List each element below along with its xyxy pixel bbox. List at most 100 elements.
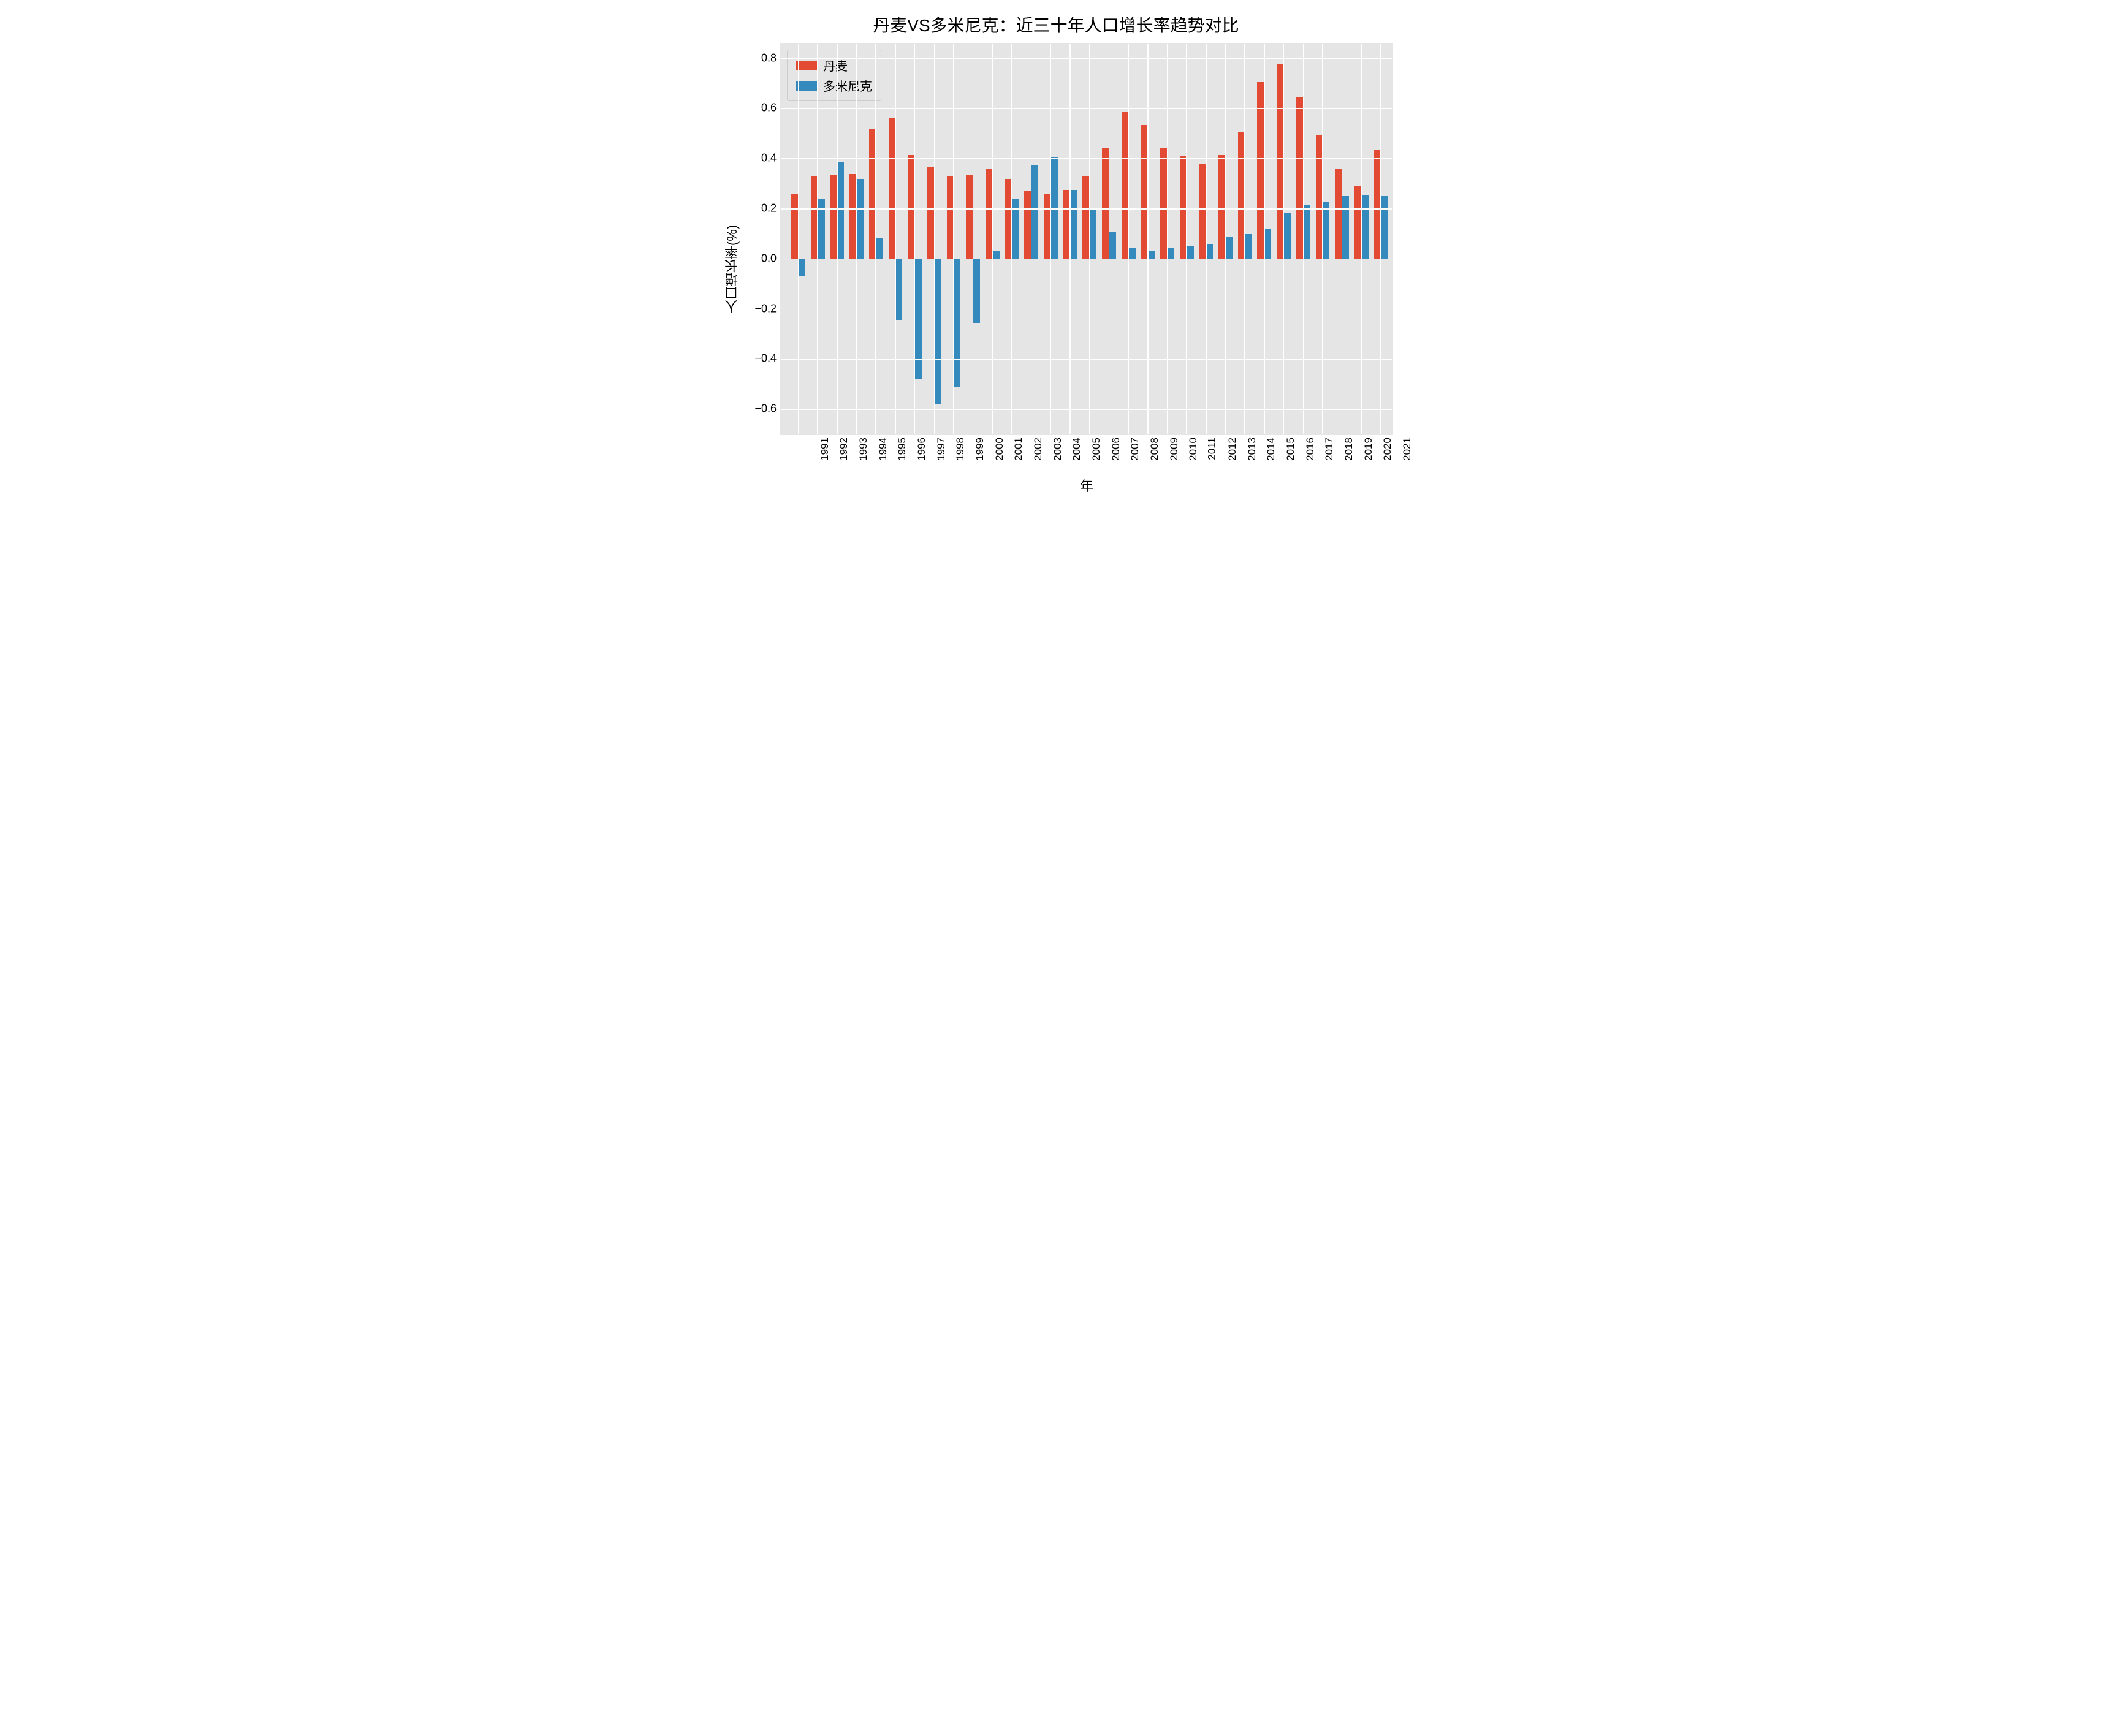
bar-dominica [799,259,805,277]
grid-h [781,309,1392,310]
grid-v [973,44,974,434]
bar-dominica [973,259,980,323]
grid-v [817,44,818,434]
bar-dominica [1109,232,1115,259]
bar-dominica [1187,246,1193,259]
legend-box: 丹麦 多米尼克 [787,50,881,101]
grid-v [1303,44,1304,434]
y-tick-label: 0.8 [761,51,777,64]
x-tick-label: 2015 [1285,438,1297,461]
bar-dominica [954,259,960,387]
grid-v [914,44,916,434]
x-tick-label: 1992 [838,438,850,461]
grid-v [875,44,876,434]
bar-dominica [1031,165,1038,259]
bar-dominica [1148,251,1155,259]
x-tick-label: 2000 [993,438,1005,461]
x-tick-label: 2003 [1052,438,1064,461]
x-tick-label: 1996 [916,438,928,461]
x-tick-label: 1995 [896,438,908,461]
bar-dominica [837,162,844,259]
legend-swatch-denmark [796,61,817,70]
x-tick-label: 2019 [1362,438,1374,461]
x-tick-label: 2001 [1012,438,1025,461]
bar-dominica [895,259,902,320]
grid-v [1147,44,1149,434]
grid-v [992,44,993,434]
bar-dominica [857,179,864,259]
chart-title: 丹麦VS多米尼克：近三十年人口增长率趋势对比 [719,12,1393,37]
grid-v [837,44,838,434]
grid-v [1167,44,1168,434]
grid-v [1128,44,1129,434]
grid-h [781,108,1392,110]
x-axis-label: 年 [780,476,1393,495]
grid-v [1244,44,1245,434]
x-tick-label: 2012 [1226,438,1239,461]
bar-dominica [1361,195,1368,259]
grid-v [1206,44,1207,434]
grid-h [781,409,1392,410]
bar-dominica [1264,229,1271,259]
grid-h [781,158,1392,159]
bar-dominica [876,238,883,259]
grid-v [1283,44,1285,434]
bar-dominica [1323,202,1329,259]
bar-dominica [1226,237,1233,259]
grid-v [1342,44,1343,434]
x-tick-label: 2011 [1206,438,1218,460]
bar-dominica [934,259,941,404]
grid-v [953,44,954,434]
grid-v [895,44,896,434]
grid-h [781,208,1392,210]
bars-layer [781,44,1392,434]
x-tick-label: 2002 [1032,438,1044,461]
x-tick-label: 1993 [857,438,870,461]
y-axis-label: 人口增长率(%) [719,43,746,495]
x-tick-label: 1991 [818,438,830,461]
bar-dominica [1167,248,1174,259]
grid-v [1380,44,1381,434]
grid-v [1264,44,1265,434]
x-tick-label: 2004 [1071,438,1083,461]
x-tick-label: 2021 [1401,438,1413,461]
x-tick-label: 1998 [954,438,967,461]
y-tick-label: 0.6 [761,102,777,115]
grid-v [934,44,935,434]
bar-dominica [1090,210,1096,259]
x-tick-label: 2016 [1304,438,1316,461]
grid-v [1069,44,1071,434]
grid-v [1109,44,1110,434]
y-axis-ticks: −0.6−0.4−0.20.00.20.40.60.8 [746,43,780,434]
bar-dominica [915,259,922,379]
grid-v [798,44,799,434]
legend-swatch-dominica [796,81,817,91]
x-tick-label: 1994 [876,438,889,461]
grid-h [781,259,1392,260]
x-tick-label: 2013 [1245,438,1258,461]
plot-area: 丹麦 多米尼克 [780,43,1393,435]
grid-v [1361,44,1362,434]
x-tick-label: 2018 [1343,438,1355,461]
bar-dominica [1070,190,1077,259]
y-tick-label: 0.2 [761,202,777,214]
x-tick-label: 1999 [974,438,986,461]
x-tick-label: 2009 [1168,438,1180,461]
y-tick-label: 0.4 [761,152,777,165]
x-tick-label: 2014 [1265,438,1277,461]
chart-container: 丹麦VS多米尼克：近三十年人口增长率趋势对比 人口增长率(%) −0.6 −0.4… [719,12,1393,495]
grid-h [781,359,1392,360]
bar-dominica [1206,244,1213,259]
x-tick-label: 2008 [1149,438,1161,461]
y-tick-label: −0.6 [754,403,777,415]
grid-v [1031,44,1032,434]
legend-label-denmark: 丹麦 [823,56,848,74]
grid-v [856,44,857,434]
x-tick-label: 2020 [1381,438,1394,461]
grid-v [1225,44,1226,434]
grid-v [1089,44,1090,434]
bar-dominica [1303,205,1310,259]
bar-dominica [1128,248,1135,259]
y-tick-label: 0.0 [761,252,777,265]
y-tick-label: −0.4 [754,352,777,365]
